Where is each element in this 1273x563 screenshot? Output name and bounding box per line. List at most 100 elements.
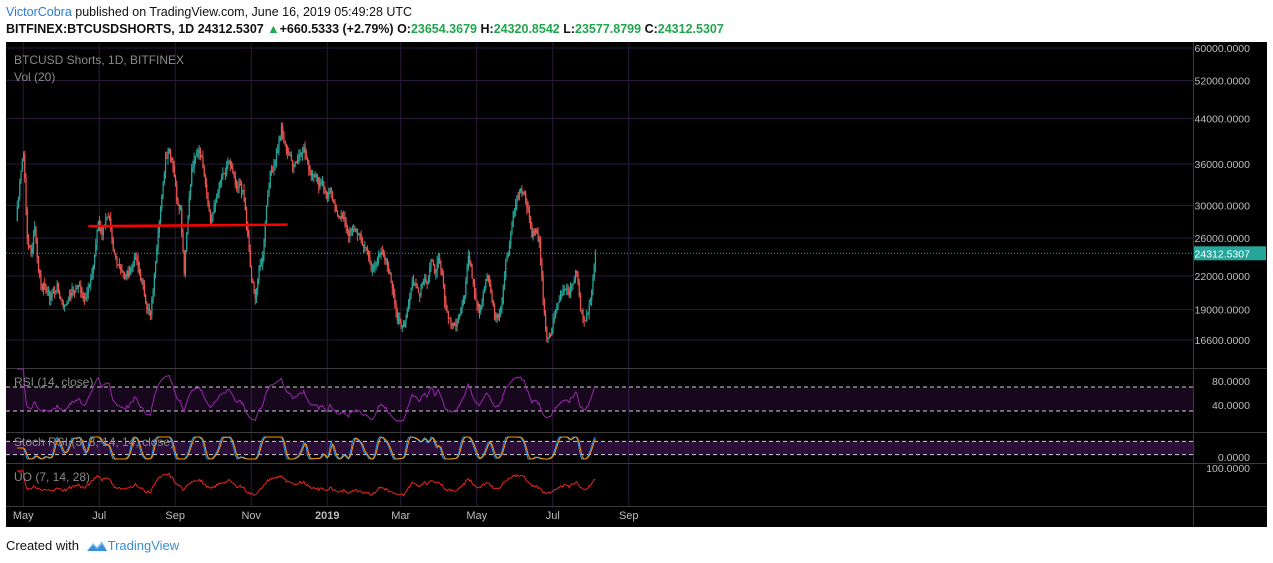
candle-body xyxy=(510,234,512,246)
change-text: +660.5333 (+2.79%) xyxy=(279,22,394,36)
candle-body xyxy=(189,185,192,198)
candle-body xyxy=(128,271,131,277)
candle-body xyxy=(492,300,494,306)
candle-body xyxy=(95,244,97,257)
candle-body xyxy=(427,275,430,285)
candle-body xyxy=(589,299,592,305)
candle-body xyxy=(137,260,139,269)
chart-area[interactable]: 60000.0000 52000.0000 44000.0000 36000.0000… xyxy=(6,42,1267,527)
candle-body xyxy=(183,251,185,274)
uo-line xyxy=(16,469,596,497)
candle-body xyxy=(505,261,507,278)
candle-body xyxy=(21,161,23,172)
candle-body xyxy=(350,230,352,232)
candle-body xyxy=(113,249,116,254)
candle-body xyxy=(480,304,482,312)
candle-body xyxy=(91,274,93,279)
candle-body xyxy=(203,166,205,176)
candle-body xyxy=(293,165,295,167)
candle-body xyxy=(270,170,273,172)
candle-body xyxy=(444,284,446,302)
candle-body xyxy=(477,303,479,307)
candle-body xyxy=(330,188,332,193)
candle-body xyxy=(217,193,219,198)
candle-body xyxy=(112,238,114,250)
candle-body xyxy=(218,183,220,194)
candle-body xyxy=(155,262,157,274)
candle-body xyxy=(40,276,42,284)
candle-body xyxy=(221,177,223,181)
chart-svg[interactable]: 60000.0000 52000.0000 44000.0000 36000.0000… xyxy=(6,42,1267,527)
candle-body xyxy=(348,230,350,237)
candle-body xyxy=(574,271,577,280)
candle-body xyxy=(89,283,91,288)
candle-body xyxy=(541,258,543,277)
candle-body xyxy=(64,305,66,307)
candle-body xyxy=(375,261,377,266)
candle-body xyxy=(457,316,460,322)
close-value: 24312.5307 xyxy=(657,22,724,36)
candle-body xyxy=(405,317,407,322)
candle-body xyxy=(80,285,82,293)
candle-body xyxy=(211,218,213,222)
candle-body xyxy=(253,283,255,290)
candle-body xyxy=(272,170,274,172)
candle-body xyxy=(307,158,309,162)
candle-body xyxy=(299,152,301,155)
candle-body xyxy=(493,305,496,316)
author-link[interactable]: VictorCobra xyxy=(6,5,72,19)
candle-body xyxy=(279,136,281,141)
rsi-axis-label: 40.0000 xyxy=(1212,400,1250,412)
candle-body xyxy=(467,256,469,269)
candle-body xyxy=(93,256,96,265)
candle-body xyxy=(66,301,68,305)
candle-body xyxy=(315,175,317,177)
candle-body xyxy=(209,210,212,222)
candle-body xyxy=(411,280,413,289)
candle-body xyxy=(533,230,536,233)
rsi-axis-label: 80.0000 xyxy=(1212,376,1250,388)
candle-body xyxy=(107,216,109,218)
candle-body xyxy=(231,165,233,169)
candle-body xyxy=(344,216,346,223)
candle-body xyxy=(50,296,52,300)
candle-body xyxy=(390,273,392,283)
candle-body xyxy=(455,324,457,327)
candle-body xyxy=(581,309,583,311)
candle-body xyxy=(105,218,107,226)
candle-body xyxy=(76,288,78,290)
candle-body xyxy=(474,284,476,294)
candle-body xyxy=(122,271,124,273)
candle-body xyxy=(563,289,565,291)
footer-brand[interactable]: TradingView xyxy=(107,538,180,553)
candle-body xyxy=(328,192,330,198)
candle-body xyxy=(207,192,209,205)
candle-body xyxy=(85,297,87,299)
price-tick-label: 22000.0000 xyxy=(1195,271,1251,283)
candle-body xyxy=(213,206,215,214)
candle-body xyxy=(485,279,487,288)
candle-body xyxy=(157,232,159,249)
candle-body xyxy=(434,265,436,274)
candle-body xyxy=(264,224,266,242)
candle-body xyxy=(553,317,555,320)
candle-body xyxy=(290,155,293,161)
candle-body xyxy=(90,278,92,284)
candle-body xyxy=(108,217,111,219)
candle-body xyxy=(135,257,137,259)
candle-body xyxy=(81,292,83,296)
candle-body xyxy=(354,229,356,232)
candle-body xyxy=(171,156,173,160)
candle-body xyxy=(193,159,195,168)
candle-body xyxy=(373,267,375,270)
candle-body xyxy=(65,304,67,306)
candle-body xyxy=(583,317,585,321)
last-price-text: 24312.5307 xyxy=(197,22,264,36)
candle-body xyxy=(543,299,546,314)
candle-body xyxy=(475,293,477,301)
candle-body xyxy=(351,229,354,232)
candle-body xyxy=(530,217,532,226)
price-tick-label: 19000.0000 xyxy=(1195,304,1251,316)
candle-body xyxy=(182,232,184,252)
candle-body xyxy=(364,247,366,249)
